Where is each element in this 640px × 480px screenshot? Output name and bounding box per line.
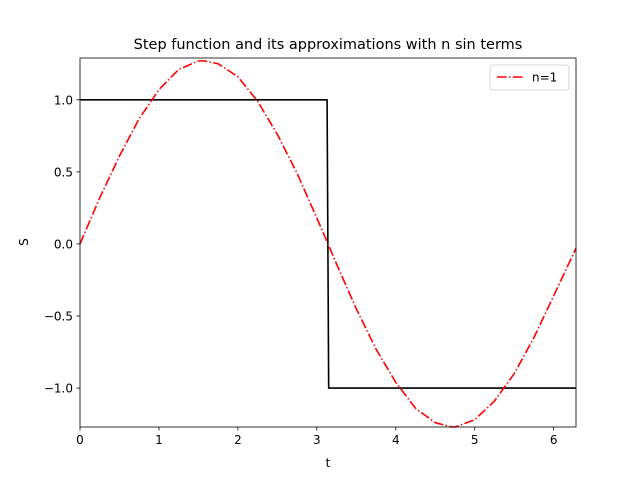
x-tick-label: 0 bbox=[76, 433, 84, 447]
y-axis: −1.0 −0.5 0.0 0.5 1.0 bbox=[44, 93, 80, 396]
x-tick-label: 2 bbox=[234, 433, 242, 447]
y-tick-label: 0.0 bbox=[54, 237, 73, 251]
y-tick-label: −0.5 bbox=[44, 310, 73, 324]
x-tick-label: 3 bbox=[313, 433, 321, 447]
x-tick-label: 6 bbox=[550, 433, 558, 447]
y-tick-label: 0.5 bbox=[54, 165, 73, 179]
x-axis: 0 1 2 3 4 5 6 bbox=[76, 427, 557, 447]
legend-box bbox=[489, 64, 570, 91]
y-tick-label: −1.0 bbox=[44, 382, 73, 396]
series-line-n1 bbox=[79, 60, 577, 428]
plot-frame bbox=[79, 57, 577, 428]
x-tick-label: 4 bbox=[392, 433, 400, 447]
series-layer bbox=[79, 60, 577, 428]
x-axis-label: t bbox=[326, 456, 331, 470]
legend: n=1 bbox=[489, 64, 570, 91]
x-tick-label: 5 bbox=[471, 433, 479, 447]
chart-title: Step function and its approximations wit… bbox=[134, 37, 523, 53]
y-axis-label: S bbox=[17, 238, 31, 246]
legend-label-n1: n=1 bbox=[532, 71, 557, 85]
y-tick-label: 1.0 bbox=[54, 93, 73, 107]
x-tick-label: 1 bbox=[155, 433, 163, 447]
